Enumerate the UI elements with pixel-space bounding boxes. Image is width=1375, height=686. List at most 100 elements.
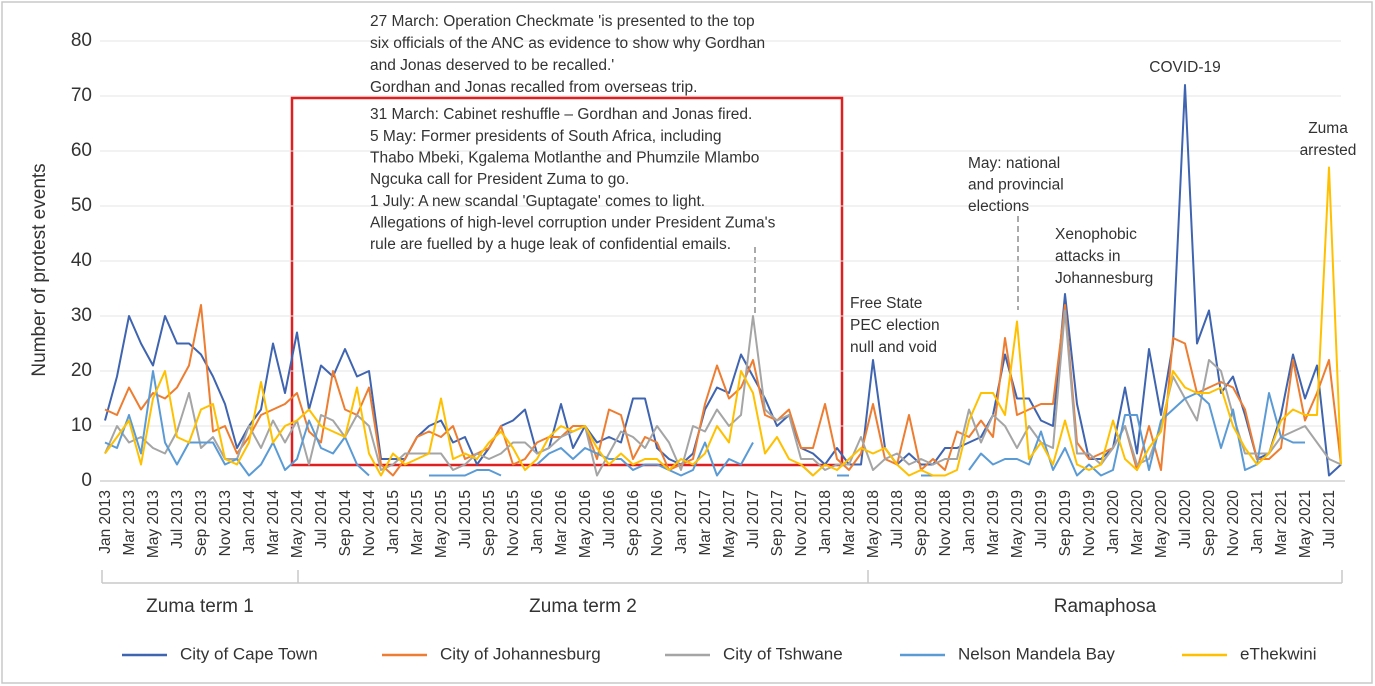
- annotation: 27 March: Operation Checkmate 'is presen…: [370, 13, 755, 30]
- y-tick-label: 80: [71, 30, 92, 51]
- annotation: Johannesburg: [1055, 270, 1153, 287]
- x-tick-label: Jul 2016: [601, 490, 618, 549]
- x-tick-label: May 2018: [865, 490, 882, 558]
- annotation: elections: [968, 198, 1029, 215]
- x-tick-label: Sep 2014: [337, 490, 354, 557]
- x-tick-label: Mar 2014: [265, 490, 282, 556]
- x-tick-label: Nov 2013: [217, 490, 234, 556]
- x-tick-label: Sep 2017: [769, 490, 786, 556]
- annotation: 31 March: Cabinet reshuffle – Gordhan an…: [370, 106, 752, 123]
- x-tick-label: Mar 2019: [985, 490, 1002, 555]
- legend-label: eThekwini: [1240, 644, 1317, 663]
- y-tick-label: 20: [71, 360, 92, 381]
- annotation: Ngcuka call for President Zuma to go.: [370, 171, 629, 188]
- annotation: May: national: [968, 155, 1060, 172]
- x-tick-label: Nov 2019: [1081, 490, 1098, 556]
- x-tick-label: Sep 2020: [1201, 490, 1218, 557]
- annotation: rule are fuelled by a huge leak of confi…: [370, 236, 731, 253]
- annotation: attacks in: [1055, 248, 1120, 265]
- highlight-box: [290, 96, 844, 467]
- y-axis-title: Number of protest events: [29, 163, 50, 376]
- x-tick-label: Jul 2019: [1033, 490, 1050, 549]
- x-tick-label: Nov 2018: [937, 490, 954, 556]
- x-tick-label: Jan 2013: [97, 490, 114, 554]
- x-tick-label: May 2020: [1153, 490, 1170, 558]
- x-tick-label: Sep 2016: [625, 490, 642, 556]
- annotation: 5 May: Former presidents of South Africa…: [370, 128, 722, 145]
- series-line: [104, 84, 1342, 477]
- x-tick-label: Jul 2021: [1321, 490, 1338, 549]
- annotation: Thabo Mbeki, Kgalema Motlanthe and Phumz…: [370, 150, 759, 167]
- y-tick-label: 50: [71, 195, 92, 216]
- x-tick-label: Sep 2013: [193, 490, 210, 556]
- series-line: [104, 304, 1342, 477]
- period-label: Zuma term 2: [529, 596, 637, 617]
- annotation: COVID-19: [1149, 59, 1221, 76]
- x-tick-label: Mar 2015: [409, 490, 426, 555]
- annotation: Zuma: [1308, 120, 1348, 137]
- annotation: and provincial: [968, 177, 1064, 194]
- x-tick-label: Sep 2019: [1057, 490, 1074, 556]
- legend-label: Nelson Mandela Bay: [958, 644, 1115, 663]
- x-tick-label: Jan 2020: [1105, 490, 1122, 554]
- x-tick-label: Jan 2016: [529, 490, 546, 554]
- x-tick-label: Jan 2014: [241, 490, 258, 554]
- x-tick-label: Mar 2020: [1129, 490, 1146, 556]
- series-line: [104, 309, 1342, 477]
- x-tick-label: May 2015: [433, 490, 450, 558]
- x-tick-label: Nov 2017: [793, 490, 810, 556]
- x-tick-label: May 2019: [1009, 490, 1026, 558]
- x-tick-label: Nov 2015: [505, 490, 522, 556]
- x-tick-label: May 2021: [1297, 490, 1314, 558]
- annotation: Allegations of high-level corruption und…: [370, 215, 776, 232]
- period-label: Ramaphosa: [1054, 596, 1157, 617]
- x-tick-label: Jan 2019: [961, 490, 978, 554]
- annotation: Xenophobic: [1055, 226, 1137, 243]
- x-tick-label: Jan 2015: [385, 490, 402, 554]
- x-tick-label: May 2017: [721, 490, 738, 558]
- annotation: six officials of the ANC as evidence to …: [370, 35, 765, 52]
- x-tick-label: Mar 2017: [697, 490, 714, 555]
- period-brackets: [101, 570, 1343, 584]
- x-tick-label: Jul 2013: [169, 490, 186, 549]
- x-tick-label: Jul 2018: [889, 490, 906, 549]
- legend-label: City of Cape Town: [180, 644, 318, 663]
- x-tick-label: Nov 2014: [361, 490, 378, 557]
- x-tick-label: Jul 2017: [745, 490, 762, 549]
- x-tick-label: Jan 2018: [817, 490, 834, 554]
- x-tick-label: Mar 2016: [553, 490, 570, 555]
- x-tick-label: May 2014: [289, 490, 306, 558]
- x-tick-label: Sep 2015: [481, 490, 498, 556]
- annotation: Free State: [850, 295, 922, 312]
- x-tick-label: Mar 2021: [1273, 490, 1290, 555]
- y-tick-label: 10: [71, 415, 92, 436]
- legend-label: City of Johannesburg: [440, 644, 601, 663]
- annotation: 1 July: A new scandal 'Guptagate' comes …: [370, 193, 705, 210]
- x-tick-label: Jan 2021: [1249, 490, 1266, 554]
- annotation: arrested: [1300, 142, 1357, 159]
- annotation: PEC election: [850, 317, 940, 334]
- x-tick-label: Jan 2017: [673, 490, 690, 554]
- annotation: Gordhan and Jonas recalled from overseas…: [370, 79, 697, 96]
- y-tick-label: 40: [71, 250, 92, 271]
- x-tick-label: Jul 2020: [1177, 490, 1194, 549]
- legend-label: City of Tshwane: [723, 644, 843, 663]
- x-tick-label: Jul 2014: [313, 490, 330, 549]
- y-tick-label: 60: [71, 140, 92, 161]
- y-tick-label: 70: [71, 85, 92, 106]
- x-tick-label: May 2016: [577, 490, 594, 558]
- x-tick-label: Sep 2018: [913, 490, 930, 556]
- x-tick-label: May 2013: [145, 490, 162, 558]
- x-tick-label: Mar 2018: [841, 490, 858, 555]
- x-tick-label: Mar 2013: [121, 490, 138, 555]
- period-label: Zuma term 1: [146, 596, 254, 617]
- y-tick-label: 0: [81, 470, 92, 491]
- series-line: [104, 166, 1342, 477]
- annotation: and Jonas deserved to be recalled.': [370, 57, 614, 74]
- x-tick-label: Nov 2020: [1225, 490, 1242, 557]
- x-tick-label: Jul 2015: [457, 490, 474, 549]
- annotation: null and void: [850, 339, 937, 356]
- y-tick-label: 30: [71, 305, 92, 326]
